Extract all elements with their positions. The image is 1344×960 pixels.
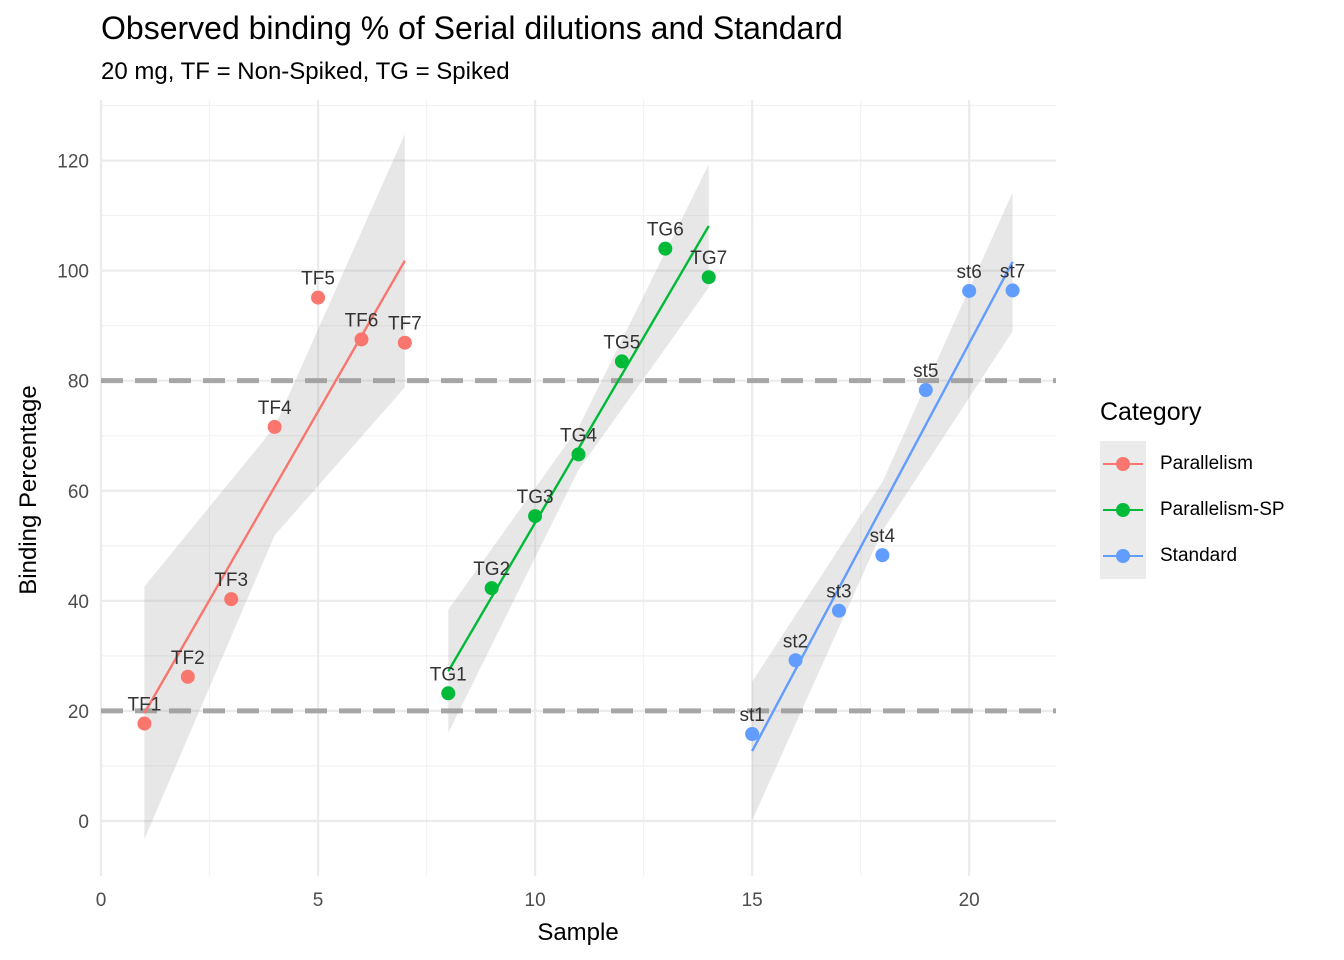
data-point	[875, 548, 890, 563]
x-axis-title: Sample	[537, 919, 618, 946]
point-label: TF7	[388, 314, 422, 335]
point-label: TF3	[214, 570, 248, 591]
legend-label: Parallelism-SP	[1160, 499, 1285, 520]
data-point	[962, 283, 977, 298]
legend-key	[1100, 487, 1146, 533]
x-tick-label: 0	[96, 890, 107, 911]
x-tick-label: 15	[742, 890, 763, 911]
legend-item: Parallelism	[1100, 441, 1285, 487]
data-point	[701, 270, 716, 285]
point-label: st5	[913, 361, 938, 382]
data-point	[484, 581, 499, 596]
fit-line	[751, 261, 1014, 752]
y-tick-label: 20	[68, 702, 89, 723]
point-label: st2	[783, 631, 808, 652]
point-label: TF2	[171, 648, 205, 669]
point-label: TF4	[258, 398, 292, 419]
data-point	[267, 419, 282, 434]
data-point	[311, 290, 326, 305]
legend-title: Category	[1100, 398, 1202, 426]
x-tick-label: 5	[313, 890, 324, 911]
data-point	[528, 509, 543, 524]
y-tick-label: 60	[68, 482, 89, 503]
point-label: TG6	[647, 220, 684, 241]
chart-title: Observed binding % of Serial dilutions a…	[101, 10, 843, 46]
data-point	[180, 669, 195, 684]
data-point	[354, 332, 369, 347]
point-label: TF5	[301, 269, 335, 290]
point-label: TG3	[517, 487, 554, 508]
point-label: TF6	[345, 310, 379, 331]
y-tick-label: 80	[68, 372, 89, 393]
point-label: TG4	[560, 425, 597, 446]
point-label: st7	[1000, 261, 1025, 282]
y-tick-label: 100	[57, 262, 89, 283]
data-point	[831, 603, 846, 618]
data-point	[614, 354, 629, 369]
y-axis-ticks: 0 20 40 60 80 100 120	[57, 152, 89, 833]
point-label: TG2	[473, 559, 510, 580]
point-label: TG5	[603, 332, 640, 353]
x-axis-ticks: 0 5 10 15 20	[96, 890, 980, 911]
data-points	[137, 241, 1020, 742]
point-labels: TF1 TF2 TF3 TF4 TF5 TF6 TF7 TG1 TG2 TG3 TG4 TG5 TG6 T…	[128, 220, 1026, 726]
data-point	[397, 335, 412, 350]
legend-key-dot	[1116, 457, 1130, 471]
point-label: st1	[739, 705, 764, 726]
legend-label: Standard	[1160, 545, 1238, 566]
point-label: st4	[870, 526, 896, 547]
data-point	[745, 727, 760, 742]
point-label: TG7	[690, 248, 727, 269]
data-point	[571, 447, 586, 462]
x-tick-label: 10	[525, 890, 546, 911]
reference-lines	[101, 378, 1056, 714]
data-point	[918, 383, 933, 398]
y-axis-title: Binding Percentage	[15, 385, 42, 594]
y-tick-label: 0	[78, 812, 89, 833]
data-point	[224, 592, 239, 607]
data-point	[788, 653, 803, 668]
legend-item: Parallelism-SP	[1100, 487, 1285, 533]
data-point	[658, 241, 673, 256]
minor-gridlines	[101, 100, 1056, 876]
point-label: TF1	[128, 695, 162, 716]
legend: Category Parallelism Parallelism-SP Standa…	[1100, 398, 1285, 579]
legend-key-dot	[1116, 503, 1130, 517]
data-point	[137, 716, 152, 731]
y-tick-label: 40	[68, 592, 89, 613]
legend-key	[1100, 441, 1146, 487]
major-gridlines	[99, 100, 1056, 876]
legend-label: Parallelism	[1160, 453, 1253, 474]
data-point	[1005, 283, 1020, 298]
data-point	[441, 686, 456, 701]
x-tick-label: 20	[959, 890, 980, 911]
point-label: st3	[826, 582, 851, 603]
legend-key-dot	[1116, 549, 1130, 563]
chart-subtitle: 20 mg, TF = Non-Spiked, TG = Spiked	[101, 58, 510, 85]
legend-key	[1100, 533, 1146, 579]
legend-entries: Parallelism Parallelism-SP Standard	[1100, 441, 1285, 579]
y-tick-label: 120	[57, 152, 89, 173]
point-label: st6	[957, 262, 982, 283]
legend-item: Standard	[1100, 533, 1285, 579]
point-label: TG1	[430, 664, 467, 685]
